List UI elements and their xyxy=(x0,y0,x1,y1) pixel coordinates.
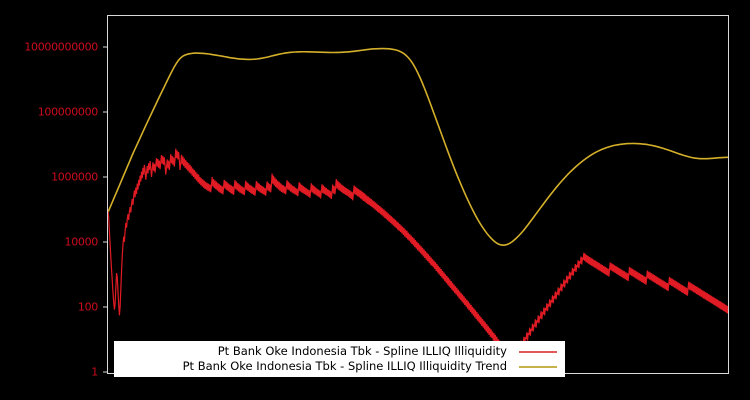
y-axis-tick-mark xyxy=(103,306,107,308)
plot-lines xyxy=(108,47,728,366)
y-axis-tick-mark xyxy=(103,46,107,48)
trend-line xyxy=(108,47,728,246)
y-axis-tick-label: 1000000 xyxy=(51,170,98,184)
plot-area xyxy=(107,15,729,374)
y-axis-tick-label: 10000 xyxy=(64,235,99,249)
legend-label-trend: Pt Bank Oke Indonesia Tbk - Spline ILLIQ… xyxy=(182,359,507,373)
legend-swatch-trend xyxy=(519,365,557,368)
y-axis-tick-mark xyxy=(103,371,107,373)
legend-item-trend: Pt Bank Oke Indonesia Tbk - Spline ILLIQ… xyxy=(114,359,565,374)
y-axis: 1 100 10000 1000000 100000000 10000000000 xyxy=(0,0,107,400)
y-axis-tick-mark xyxy=(103,241,107,243)
legend-item-illiquidity: Pt Bank Oke Indonesia Tbk - Spline ILLIQ… xyxy=(114,344,565,359)
y-axis-tick-label: 100000000 xyxy=(37,105,99,119)
y-axis-tick-label: 1 xyxy=(91,365,98,379)
y-axis-tick-mark xyxy=(103,111,107,113)
y-axis-tick-label: 100 xyxy=(77,300,98,314)
legend-swatch-illiquidity xyxy=(519,350,557,353)
illiquidity-line xyxy=(108,148,728,366)
legend: Pt Bank Oke Indonesia Tbk - Spline ILLIQ… xyxy=(114,341,565,377)
y-axis-tick-label: 10000000000 xyxy=(24,40,98,54)
y-axis-tick-mark xyxy=(103,176,107,178)
legend-label-illiquidity: Pt Bank Oke Indonesia Tbk - Spline ILLIQ… xyxy=(217,344,507,358)
